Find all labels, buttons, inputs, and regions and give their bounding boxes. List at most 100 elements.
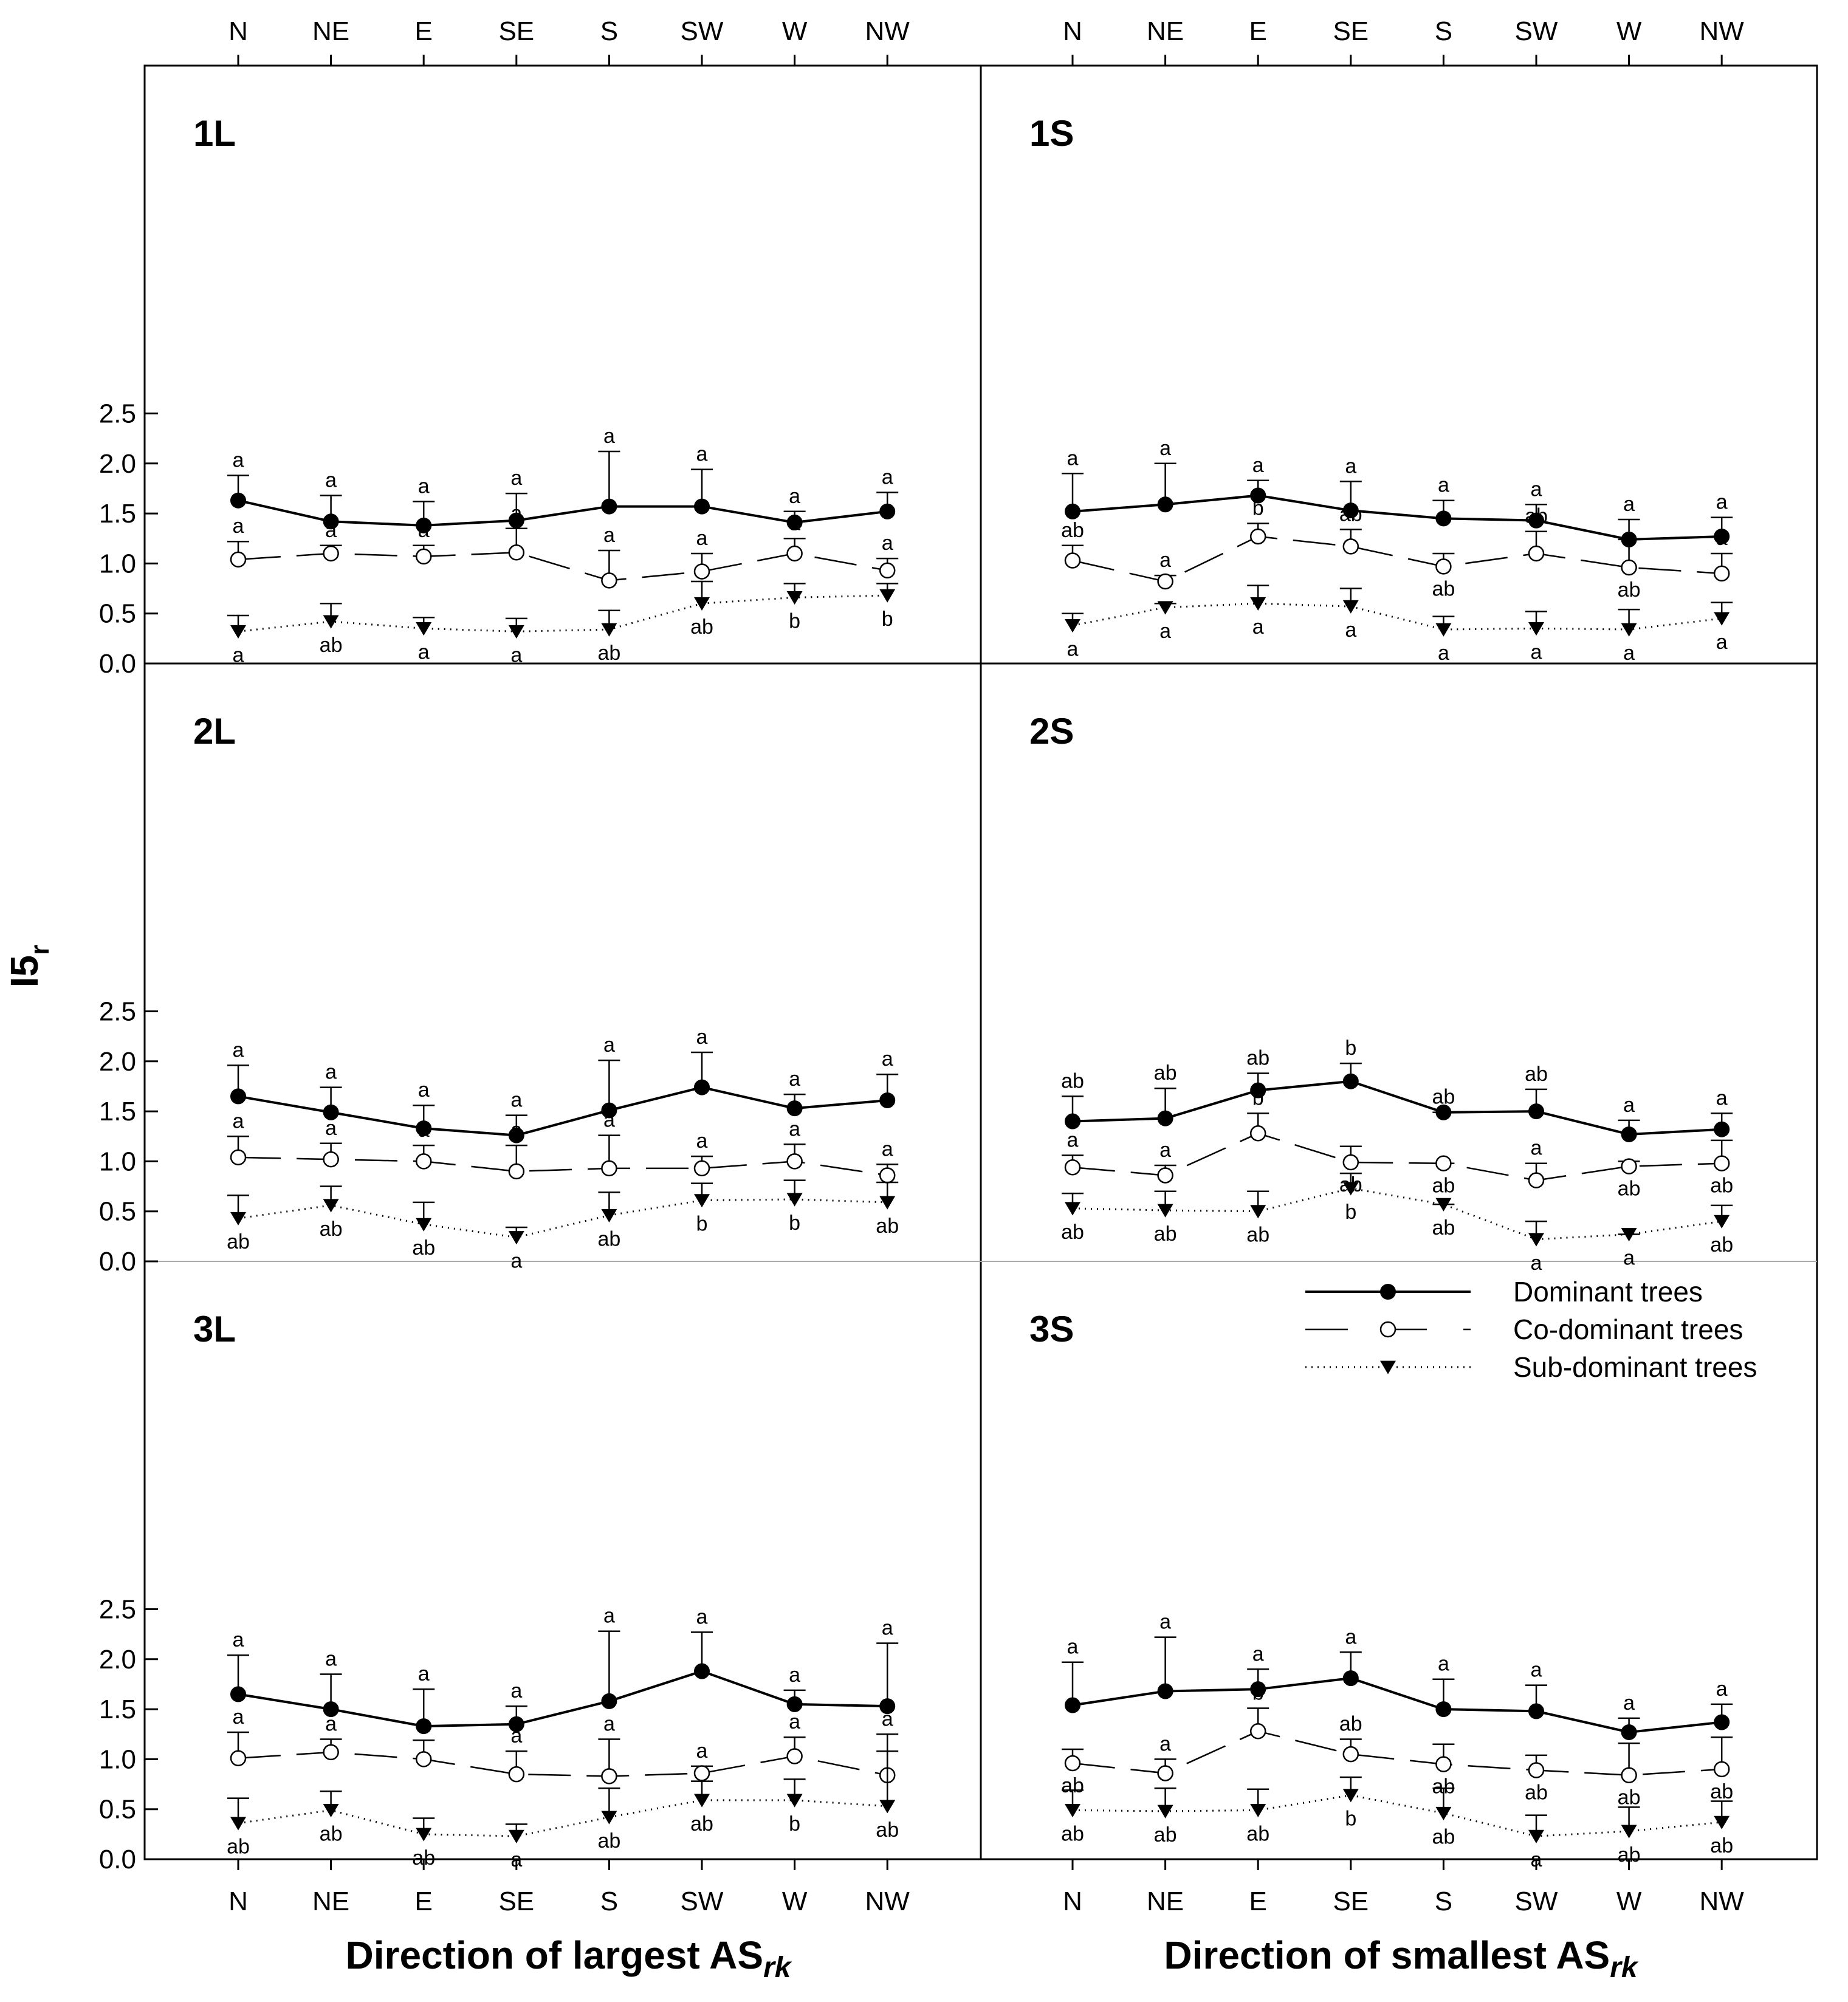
x-tick-label-bottom: N <box>1063 1887 1082 1916</box>
data-point <box>508 544 525 561</box>
x-axis-title-left: Direction of largest ASrk <box>346 1933 792 1984</box>
significance-letter: a <box>603 524 615 547</box>
significance-letter: ab <box>1154 1823 1177 1846</box>
significance-letter: ab <box>1246 1047 1269 1070</box>
series-line <box>238 1198 888 1239</box>
data-point <box>1157 573 1173 590</box>
significance-letter: a <box>1345 1625 1356 1648</box>
data-point <box>1342 600 1359 614</box>
significance-letter: a <box>510 643 522 667</box>
series-codominant: a a a a a a a a <box>227 1109 899 1184</box>
x-tick-label-bottom: W <box>782 1887 808 1916</box>
data-point <box>323 545 339 562</box>
significance-letter: a <box>882 1047 893 1071</box>
significance-letter: a <box>233 449 244 472</box>
significance-letter: a <box>1716 527 1728 550</box>
x-tick-label-bottom: N <box>228 1887 248 1916</box>
significance-letter: ab <box>597 1227 620 1250</box>
data-point <box>323 1701 339 1718</box>
data-point <box>1157 1805 1173 1819</box>
data-point <box>694 1194 710 1208</box>
data-point <box>786 545 803 562</box>
data-point <box>230 1750 247 1767</box>
significance-letter: ab <box>690 615 713 639</box>
significance-letter: a <box>789 485 800 508</box>
data-point <box>416 517 432 533</box>
significance-letter: a <box>1345 454 1356 478</box>
significance-letter: a <box>325 1712 337 1735</box>
data-point <box>1342 538 1359 555</box>
x-tick-label-bottom: E <box>1249 1887 1267 1916</box>
significance-letter: b <box>1252 1086 1264 1109</box>
data-point <box>1621 559 1637 576</box>
significance-letter: b <box>789 1812 800 1836</box>
significance-letter: a <box>510 1848 522 1871</box>
significance-letter: a <box>1623 642 1635 665</box>
data-point <box>1714 528 1730 544</box>
significance-letter: a <box>603 425 615 448</box>
data-point <box>1435 1756 1452 1772</box>
series-line <box>1072 1080 1722 1136</box>
y-tick-label: 1.0 <box>99 1744 136 1774</box>
significance-letter: ab <box>1710 1174 1733 1198</box>
data-point <box>415 548 432 565</box>
significance-letter: a <box>325 519 337 542</box>
data-point <box>1528 1172 1545 1188</box>
x-tick-label-top: SE <box>498 16 534 46</box>
significance-letter: ab <box>1525 505 1548 528</box>
x-tick-label-top: SW <box>1515 16 1558 46</box>
significance-letter: a <box>789 512 800 535</box>
series-line <box>238 499 888 527</box>
data-point <box>1435 1198 1452 1212</box>
significance-letter: a <box>1716 491 1728 514</box>
significance-letter: ab <box>1432 1174 1455 1198</box>
data-point <box>1713 1155 1730 1171</box>
y-tick-label: 0.0 <box>99 649 136 679</box>
data-point <box>1342 1182 1359 1196</box>
significance-letter: a <box>418 1662 430 1685</box>
x-tick-label-bottom: SW <box>681 1887 724 1916</box>
significance-letter: ab <box>412 1846 435 1870</box>
x-tick-label-bottom: S <box>600 1887 618 1916</box>
data-point <box>1065 1113 1080 1130</box>
data-point <box>1157 1204 1173 1218</box>
data-point <box>1714 1215 1730 1229</box>
data-point <box>1621 1126 1637 1142</box>
data-point <box>230 625 246 639</box>
significance-letter: a <box>1623 1692 1635 1715</box>
significance-letter: a <box>696 527 708 550</box>
data-point <box>879 1698 896 1715</box>
data-point <box>1250 487 1266 504</box>
data-point <box>1157 496 1173 513</box>
data-point <box>1250 597 1266 611</box>
significance-letter: a <box>603 1712 615 1735</box>
significance-letter: a <box>510 1089 522 1112</box>
significance-letter: a <box>1159 1611 1171 1634</box>
data-point <box>1528 1703 1544 1719</box>
data-point <box>694 1794 710 1808</box>
data-point <box>1714 1714 1730 1730</box>
panel-2S: 2Sabababbababaaaabababaabababababbabaaab <box>1029 711 1733 1275</box>
data-point <box>1528 512 1544 529</box>
significance-letter: ab <box>320 1218 343 1241</box>
significance-letter: b <box>789 1212 800 1235</box>
significance-letter: ab <box>1618 578 1641 602</box>
data-point <box>694 498 710 515</box>
legend-label-sub: Sub-dominant trees <box>1513 1351 1757 1383</box>
panel-label: 3S <box>1029 1309 1074 1349</box>
y-tick-label: 2.0 <box>99 1645 136 1675</box>
data-point <box>601 1208 617 1222</box>
significance-letter: a <box>233 515 244 538</box>
significance-letter: a <box>1159 620 1171 643</box>
data-point <box>1528 622 1544 636</box>
significance-letter: a <box>1067 637 1079 660</box>
x-tick-label-top: E <box>1249 16 1267 46</box>
data-point <box>694 597 710 611</box>
significance-letter: a <box>603 1605 615 1628</box>
significance-letter: ab <box>1710 1233 1733 1256</box>
